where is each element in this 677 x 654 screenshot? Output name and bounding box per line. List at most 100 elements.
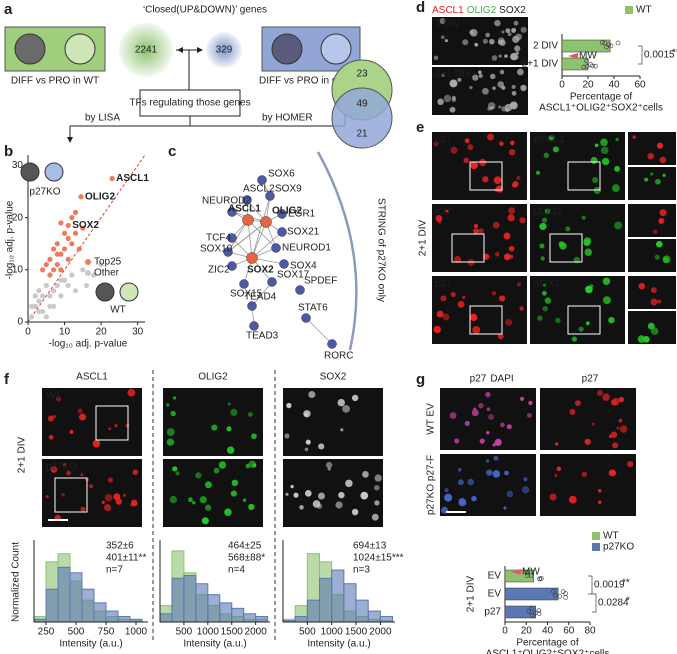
category-label: EV: [488, 571, 502, 582]
cell: [308, 390, 316, 399]
cell: [242, 498, 247, 502]
point-label: ASCL1: [116, 173, 149, 184]
cell: [627, 461, 634, 468]
cell: [454, 255, 462, 263]
method: by HOMER: [262, 113, 313, 124]
cell: [211, 424, 218, 431]
node: [277, 209, 287, 219]
panel-label: g: [416, 371, 425, 388]
cell: [615, 137, 619, 142]
x-tick-label: 1000: [197, 627, 220, 638]
cell: [467, 478, 474, 486]
micrograph: [283, 388, 383, 456]
micrograph: [163, 388, 263, 456]
x-tick-label: 40: [608, 80, 620, 91]
histogram-bar: [57, 566, 71, 623]
legend-label: WT: [636, 5, 652, 16]
point-label: SOX2: [72, 220, 99, 231]
cell: [650, 172, 654, 176]
cell: [647, 322, 655, 330]
histogram-bar: [69, 572, 83, 623]
cell: [486, 469, 493, 476]
micrograph: [432, 276, 527, 344]
cell: [499, 141, 504, 147]
cell: [335, 501, 343, 509]
cell: [520, 84, 527, 92]
cell: [454, 438, 460, 444]
channel-header: ASCL1: [76, 372, 108, 383]
x-tick-label: 2000: [369, 627, 392, 638]
node-label: NEUROD1: [282, 243, 331, 254]
cell: [589, 284, 594, 289]
cell: [503, 253, 511, 261]
node-label: TEAD4: [244, 292, 277, 303]
cell: [504, 54, 508, 58]
node-label: TCF4: [206, 233, 231, 244]
point: [40, 308, 46, 315]
histogram-bar: [105, 610, 119, 623]
node: [257, 175, 267, 185]
panel-label: d: [416, 0, 425, 16]
cell: [166, 428, 175, 437]
edge: [251, 195, 271, 259]
cell: [516, 68, 524, 76]
point: [61, 277, 68, 283]
cell: [539, 222, 547, 231]
edge: [251, 221, 267, 259]
x-tick-label: 0: [502, 626, 508, 637]
node: [249, 321, 259, 331]
tf-text: TFs regulating those genes: [129, 98, 250, 109]
venn-count: 23: [356, 69, 368, 80]
node-label: ZIC2: [208, 265, 230, 276]
cell: [169, 495, 178, 504]
cell: [471, 409, 479, 417]
replicate: [557, 593, 562, 599]
cell: [594, 143, 599, 148]
point: [36, 308, 42, 315]
cell: [444, 39, 448, 43]
cell: [104, 493, 113, 502]
cell: [252, 463, 257, 468]
cell: [503, 506, 507, 510]
cell: [521, 486, 530, 494]
cell: [574, 400, 581, 407]
histogram-bar: [93, 602, 107, 623]
cell: [504, 470, 509, 476]
diagonal: [27, 154, 146, 323]
cell: [435, 214, 443, 222]
x-axis-label: ASCL1⁺OLIG2⁺SOX2⁺cells: [486, 649, 610, 654]
cell: [317, 492, 325, 500]
micrograph: [628, 132, 676, 165]
cell: [172, 396, 177, 400]
point: [76, 246, 82, 252]
mw-arrow: [511, 569, 521, 575]
cell: [494, 438, 502, 446]
cell: [433, 325, 442, 334]
cell: [638, 282, 646, 290]
legend-swatch: [592, 532, 600, 540]
cell: [597, 500, 602, 504]
cell: [656, 240, 663, 248]
stat-wt: 694±13: [353, 541, 387, 552]
node: [260, 216, 272, 228]
micrograph: [530, 132, 625, 200]
cell: [520, 26, 527, 33]
cell: [204, 504, 212, 511]
p-value: 0.0019: [594, 580, 625, 591]
cell: [473, 223, 479, 229]
point: [50, 288, 57, 294]
cell-icon: [64, 33, 96, 65]
cell: [441, 73, 445, 78]
cell: [48, 434, 54, 440]
stat-ko: 1024±15***: [353, 553, 404, 564]
cell: [362, 471, 369, 478]
significance: **: [622, 578, 630, 589]
cell: [497, 333, 504, 340]
x-tick-label: 0: [559, 80, 565, 91]
cell: [218, 461, 227, 469]
cell: [170, 410, 176, 417]
channel-header: p27: [582, 374, 599, 385]
node-label: ASCL2: [243, 184, 275, 195]
point: [32, 293, 38, 299]
bar: [504, 605, 537, 619]
